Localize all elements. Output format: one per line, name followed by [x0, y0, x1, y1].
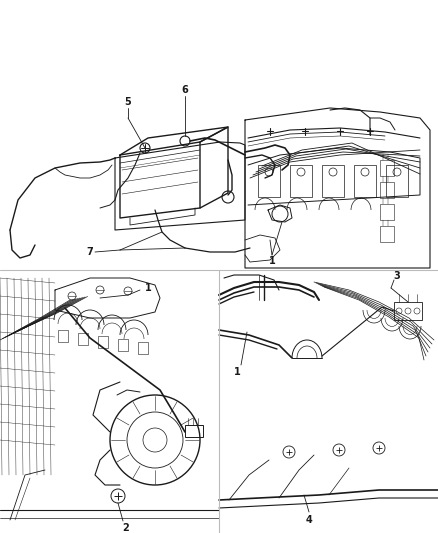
- Bar: [322, 165, 344, 197]
- Bar: [185, 425, 203, 437]
- Bar: [386, 165, 408, 197]
- Text: 1: 1: [145, 283, 152, 293]
- Bar: [354, 165, 376, 197]
- Bar: [98, 336, 108, 348]
- Text: 4: 4: [306, 515, 312, 525]
- Text: 1: 1: [233, 367, 240, 377]
- Bar: [380, 160, 394, 176]
- Text: 2: 2: [123, 523, 129, 533]
- Bar: [290, 165, 312, 197]
- Bar: [78, 333, 88, 345]
- Text: 7: 7: [87, 247, 93, 257]
- Bar: [394, 302, 422, 320]
- Bar: [380, 204, 394, 220]
- Text: 3: 3: [394, 271, 400, 281]
- Text: 6: 6: [182, 85, 188, 95]
- Bar: [380, 226, 394, 242]
- Bar: [138, 342, 148, 354]
- Bar: [58, 330, 68, 342]
- Text: 1: 1: [268, 256, 276, 266]
- Bar: [258, 165, 280, 197]
- Bar: [380, 182, 394, 198]
- Text: 5: 5: [125, 97, 131, 107]
- Bar: [118, 339, 128, 351]
